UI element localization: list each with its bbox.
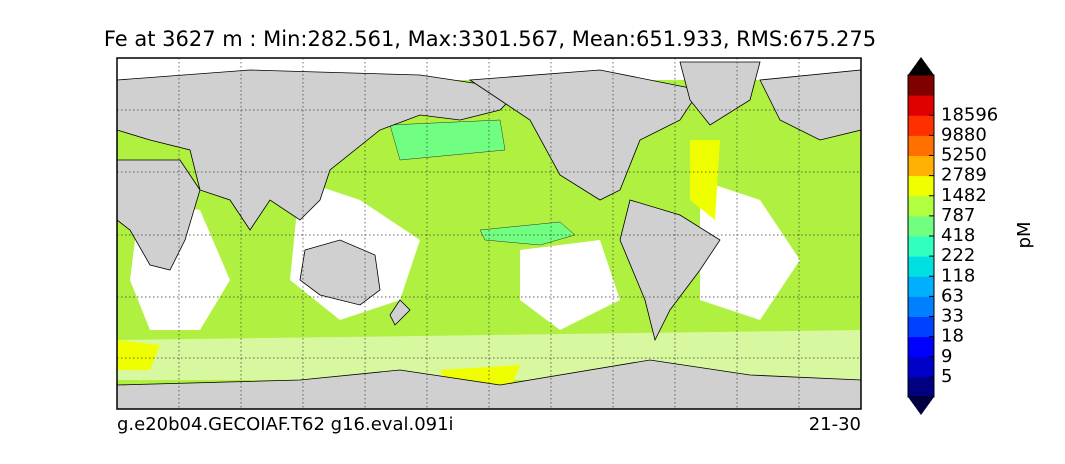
colorbar-tick-label: 18	[941, 326, 964, 347]
footer-right: 21-30	[809, 414, 861, 435]
colorbar-tick-label: 9	[941, 346, 952, 367]
contour-region	[117, 340, 160, 370]
colorbar-segment	[908, 356, 934, 378]
contour-region	[690, 140, 720, 220]
map-frame	[116, 57, 862, 410]
colorbar-segment	[908, 75, 934, 96]
colorbar-tick-label: 418	[941, 225, 975, 246]
colorbar-tick-label: 1482	[941, 185, 987, 206]
colorbar-segment	[908, 376, 934, 398]
colorbar-segment	[908, 316, 934, 338]
colorbar-segment	[908, 336, 934, 358]
colorbar-segment	[908, 95, 934, 116]
footer-left: g.e20b04.GECOIAF.T62 g16.eval.091i	[117, 414, 454, 435]
colorbar-segment	[908, 256, 934, 277]
colorbar-segment	[908, 296, 934, 317]
colorbar-tick-label: 18596	[941, 104, 998, 125]
colorbar-tick-label: 9880	[941, 124, 987, 145]
map	[116, 57, 862, 410]
graticule	[117, 58, 861, 409]
colorbar-over	[908, 57, 934, 75]
colorbar-segment	[908, 175, 934, 197]
colorbar-segment	[908, 195, 934, 217]
colorbar-tick-label: 222	[941, 245, 975, 266]
colorbar-under	[908, 397, 934, 415]
colorbar-tick-label: 787	[941, 205, 975, 226]
colorbar-tick-label: 118	[941, 265, 975, 286]
colorbar-tick-label: 5250	[941, 145, 987, 166]
colorbar-segment	[908, 276, 934, 297]
colorbar-segment	[908, 215, 934, 237]
colorbar-segment	[908, 135, 934, 156]
colorbar-segment	[908, 236, 934, 257]
title: Fe at 3627 m : Min:282.561, Max:3301.567…	[104, 27, 876, 51]
colorbar-segment	[908, 115, 934, 136]
colorbar-tick-label: 63	[941, 285, 964, 306]
colorbar-tick-label: 2789	[941, 165, 987, 186]
colorbar-tick-label: 33	[941, 306, 964, 327]
colorbar-tick-label: 5	[941, 366, 952, 387]
colorbar-segment	[908, 155, 934, 177]
contour-region	[389, 119, 506, 161]
colorbar-label: pM	[1014, 222, 1035, 249]
colorbar: 5918336311822241878714822789525098801859…	[907, 57, 998, 415]
